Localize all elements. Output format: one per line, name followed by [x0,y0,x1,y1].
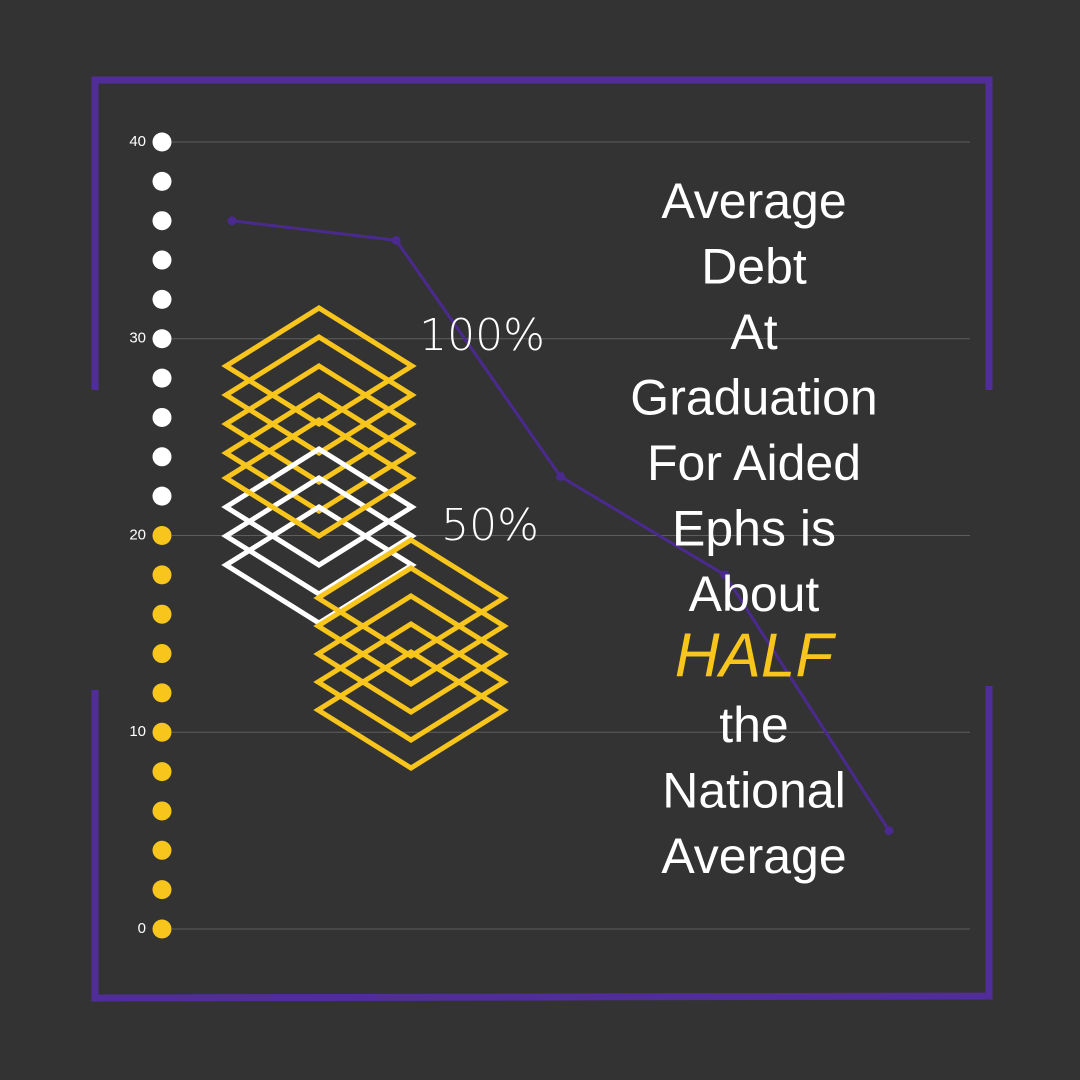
axis-dots [152,132,172,939]
diamond [221,417,417,539]
diamond [221,446,417,568]
headline: Average Debt At Graduation For Aided Ephs is A… [630,173,877,884]
headline-line: About [689,566,820,622]
axis-dot [152,565,172,585]
headline-line: Average [661,173,846,229]
axis-dot [152,526,172,545]
axis-dot [152,683,172,703]
axis-dot [152,880,172,900]
diamond [313,649,509,771]
axis-dot [152,919,172,939]
annotation: 100% [419,310,545,361]
diamond [221,305,417,427]
axis-dot [152,604,172,624]
grid: 0 10 20 30 40 [129,133,970,937]
axis-dot [152,211,172,231]
diamond [221,475,417,597]
frame-bottom [91,686,993,1002]
axis-dot [152,132,172,152]
point [720,570,730,580]
axis-dot [152,407,172,427]
y-tick-label: 0 [138,920,146,937]
point [391,235,401,245]
diamond [313,537,509,659]
annotation: 50% [441,500,539,551]
headline-line: For Aided [647,435,861,491]
y-tick-label: 10 [129,723,146,740]
axis-dot [152,329,172,349]
axis-dot [152,250,172,270]
axis-dot [152,722,172,742]
axis-dot [152,801,172,821]
headline-line: Graduation [630,370,877,426]
headline-line: Debt [701,239,807,295]
diamond [221,334,417,456]
headline-line: National [662,763,845,819]
axis-dot [152,840,172,860]
plot [227,216,894,836]
diamond [313,565,509,687]
axis-dot [152,171,172,191]
diamond [221,392,417,514]
diamond [221,363,417,485]
diamond [313,593,509,715]
y-tick-label: 30 [129,330,146,347]
diamond [313,621,509,743]
headline-highlight: HALF [675,622,837,691]
diamond-graphic [221,305,509,771]
headline-line: Ephs is [672,501,836,557]
point [227,216,237,226]
point [556,471,565,481]
axis-dot [152,644,172,664]
axis-dot [152,447,172,467]
point [884,826,894,836]
headline-line: Average [661,828,846,884]
frame [91,76,993,1002]
y-tick-label: 40 [129,133,146,150]
axis-dot [152,486,172,506]
axis-dot [152,762,172,782]
axis-dot [152,368,172,388]
frame-top [91,76,993,390]
y-tick-label: 20 [129,526,146,543]
headline-line: At [730,304,777,360]
headline-line: the [719,697,789,753]
axis-dot [152,289,172,309]
